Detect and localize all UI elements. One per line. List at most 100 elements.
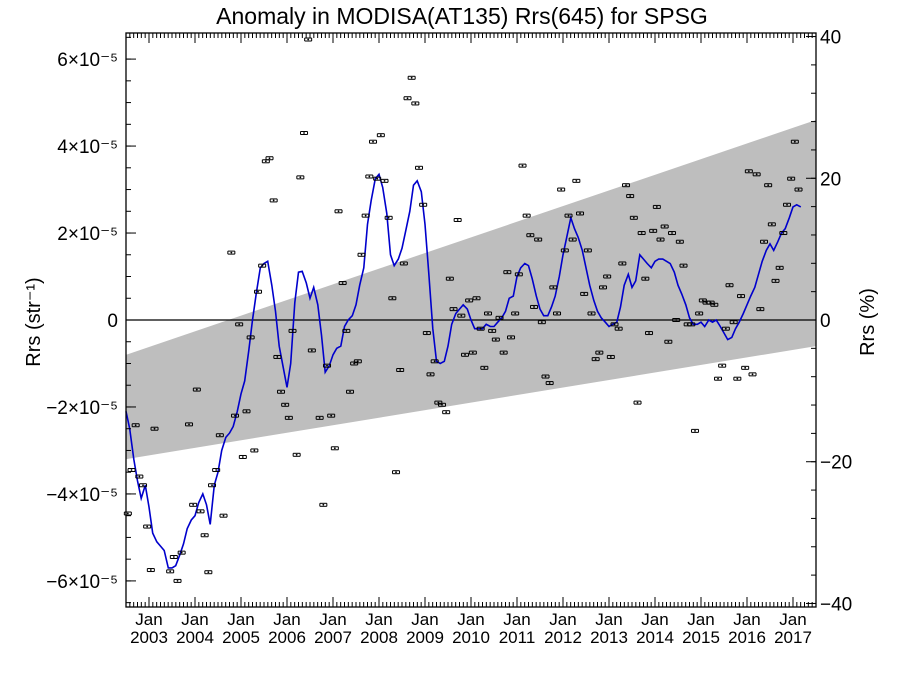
point-dot	[395, 471, 397, 474]
y-tick-label-right: 0	[820, 311, 831, 332]
data-point	[790, 139, 799, 144]
data-point	[296, 175, 305, 180]
data-point	[219, 513, 228, 518]
data-point	[468, 350, 477, 355]
point-dot	[180, 551, 183, 554]
point-dot	[433, 360, 436, 363]
point-dot	[349, 390, 351, 393]
data-point	[242, 409, 251, 414]
point-dot	[640, 232, 643, 234]
point-dot	[525, 214, 528, 217]
point-dot	[514, 312, 517, 315]
point-dot	[276, 356, 279, 358]
data-point	[526, 233, 535, 238]
data-point	[626, 194, 635, 199]
data-point	[729, 320, 738, 325]
data-point	[419, 202, 428, 207]
data-point	[146, 568, 155, 573]
point-dot	[698, 312, 701, 315]
point-dot	[333, 447, 336, 450]
y-tick-label-right: 20	[820, 169, 841, 190]
data-point	[150, 426, 159, 431]
data-point	[453, 217, 462, 222]
point-dot	[383, 179, 386, 182]
data-point	[200, 533, 209, 538]
data-point	[603, 274, 612, 279]
point-dot	[609, 356, 612, 358]
point-dot	[594, 358, 597, 361]
x-tick-month-label: Jan	[227, 610, 254, 629]
point-dot	[441, 403, 443, 406]
point-dot	[322, 503, 325, 506]
point-dot	[793, 140, 796, 143]
point-dot	[747, 170, 750, 173]
point-dot	[502, 351, 505, 354]
point-dot	[402, 262, 405, 265]
point-dot	[586, 249, 589, 252]
data-point	[323, 363, 332, 368]
point-dot	[172, 556, 175, 558]
point-dot	[303, 132, 305, 134]
data-point	[139, 483, 148, 488]
data-point	[488, 328, 497, 333]
y-tick-label-right: −20	[820, 453, 852, 474]
point-dot	[464, 353, 466, 356]
data-point	[748, 372, 757, 377]
point-dot	[337, 210, 340, 213]
y-tick-label-left: −4×10⁻⁵	[46, 485, 118, 506]
point-dot	[287, 416, 290, 419]
point-dot	[261, 264, 264, 267]
x-tick-month-label: Jan	[549, 610, 576, 629]
y-tick-label-right: 40	[820, 28, 841, 49]
point-dot	[548, 382, 551, 384]
x-tick-month-label: Jan	[779, 610, 806, 629]
data-point	[307, 348, 316, 353]
point-dot	[307, 38, 310, 41]
data-point	[741, 365, 750, 370]
point-dot	[257, 290, 259, 293]
data-point	[396, 368, 405, 373]
data-point	[787, 176, 796, 181]
data-point	[518, 163, 527, 168]
point-dot	[249, 336, 252, 339]
point-dot	[326, 364, 328, 367]
data-point	[376, 133, 385, 138]
x-tick-year-label: 2005	[222, 628, 260, 647]
data-point	[564, 213, 573, 218]
data-point	[281, 402, 290, 407]
data-point	[614, 326, 623, 331]
data-point	[185, 422, 194, 427]
data-point	[334, 209, 343, 214]
data-point	[169, 554, 178, 559]
data-point	[537, 320, 546, 325]
point-dot	[625, 184, 627, 187]
chart-title: Anomaly in MODISA(AT135) Rrs(645) for SP…	[216, 3, 708, 29]
point-dot	[713, 303, 716, 306]
point-dot	[667, 340, 670, 343]
point-dot	[682, 264, 685, 267]
point-dot	[724, 327, 727, 330]
point-dot	[636, 401, 639, 404]
point-dot	[579, 212, 581, 215]
y-tick-label-left: 4×10⁻⁵	[57, 137, 118, 158]
data-point	[664, 339, 673, 344]
data-point	[514, 272, 523, 277]
point-dot	[445, 411, 448, 414]
data-point	[756, 307, 765, 312]
data-point	[568, 237, 577, 242]
point-dot	[425, 332, 428, 334]
data-point	[357, 252, 366, 257]
y-tick-label-right: −40	[820, 594, 852, 615]
data-point	[522, 213, 531, 218]
point-dot	[406, 97, 409, 100]
data-point	[261, 159, 270, 164]
point-dot	[644, 277, 647, 280]
data-point	[721, 326, 730, 331]
data-point	[637, 231, 646, 236]
point-dot	[356, 360, 359, 363]
point-dot	[126, 512, 129, 515]
point-dot	[774, 279, 777, 282]
data-point	[315, 415, 324, 420]
data-point	[591, 357, 600, 362]
x-tick-month-label: Jan	[641, 610, 668, 629]
